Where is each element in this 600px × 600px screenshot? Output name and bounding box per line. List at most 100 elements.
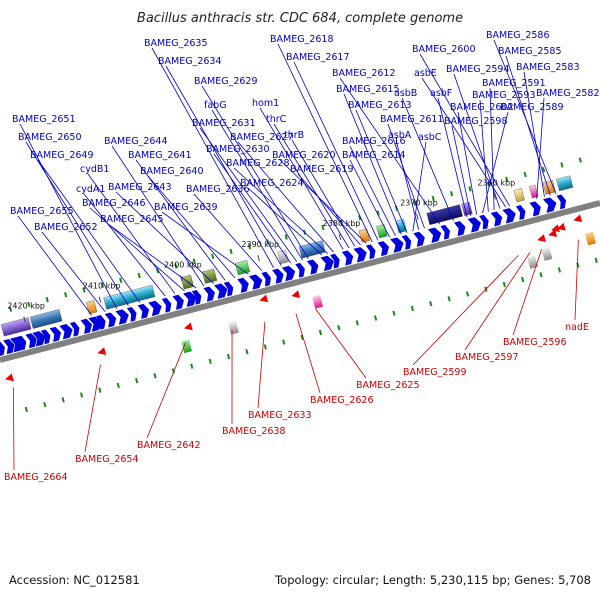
forward-gene-label[interactable]: BAMEG_2646 (82, 198, 146, 209)
forward-gene-label[interactable]: cydA1 (76, 184, 105, 195)
forward-gene-arrow[interactable] (353, 247, 367, 263)
forward-gene-label[interactable]: BAMEG_2634 (158, 56, 222, 67)
forward-gene-arrow[interactable] (88, 316, 102, 332)
forward-gene-arrow[interactable] (183, 291, 197, 308)
gene-feature-block[interactable] (513, 188, 525, 203)
forward-gene-arrow[interactable] (223, 281, 234, 297)
gene-feature-block[interactable] (312, 294, 323, 309)
forward-gene-label[interactable]: BAMEG_2628 (226, 158, 290, 169)
forward-gene-label[interactable]: BAMEG_2589 (500, 102, 564, 113)
reverse-gene-label[interactable]: BAMEG_2654 (75, 454, 139, 465)
forward-gene-arrow[interactable] (40, 329, 51, 345)
reverse-gene-label[interactable]: BAMEG_2626 (310, 395, 374, 406)
reverse-gene-arrow[interactable] (548, 229, 558, 237)
reverse-gene-arrow[interactable] (551, 224, 560, 233)
forward-gene-label[interactable]: thrC (266, 114, 287, 125)
gene-feature-block[interactable] (527, 255, 538, 269)
forward-gene-arrow[interactable] (467, 217, 481, 233)
forward-gene-arrow[interactable] (25, 333, 37, 349)
forward-gene-label[interactable]: BAMEG_2616 (342, 136, 406, 147)
forward-gene-arrow[interactable] (0, 341, 5, 356)
forward-gene-label[interactable]: BAMEG_2644 (104, 136, 168, 147)
forward-gene-label[interactable]: BAMEG_2594 (446, 64, 510, 75)
forward-gene-label[interactable]: BAMEG_2582 (536, 88, 600, 99)
forward-gene-arrow[interactable] (281, 265, 296, 282)
forward-gene-arrow[interactable] (16, 335, 27, 351)
forward-gene-arrow[interactable] (377, 241, 390, 257)
forward-gene-arrow[interactable] (365, 244, 376, 260)
forward-gene-label[interactable]: BAMEG_2591 (482, 78, 546, 89)
forward-gene-label[interactable]: BAMEG_2651 (12, 114, 76, 125)
reverse-gene-label[interactable]: BAMEG_2664 (4, 472, 68, 483)
forward-gene-arrow[interactable] (80, 318, 93, 334)
forward-gene-label[interactable]: BAMEG_2583 (516, 62, 580, 73)
forward-gene-label[interactable]: BAMEG_2598 (444, 116, 508, 127)
gene-feature-block[interactable] (0, 317, 32, 337)
gene-feature-block[interactable] (541, 247, 553, 261)
gene-feature-block[interactable] (358, 228, 370, 243)
reverse-gene-arrow[interactable] (573, 214, 583, 223)
reverse-gene-label[interactable]: BAMEG_2633 (248, 410, 312, 421)
forward-gene-arrow[interactable] (115, 309, 129, 325)
forward-gene-label[interactable]: BAMEG_2639 (154, 202, 218, 213)
forward-gene-arrow[interactable] (401, 235, 412, 250)
forward-gene-arrow[interactable] (490, 211, 503, 227)
forward-gene-arrow[interactable] (214, 283, 228, 299)
forward-gene-arrow[interactable] (502, 208, 516, 224)
forward-gene-arrow[interactable] (479, 214, 489, 230)
forward-gene-arrow[interactable] (427, 227, 442, 243)
forward-gene-arrow[interactable] (104, 312, 117, 328)
forward-gene-label[interactable]: BAMEG_2613 (348, 100, 412, 111)
forward-gene-label[interactable]: asbA (388, 130, 412, 141)
forward-gene-arrow[interactable] (203, 286, 215, 302)
forward-gene-arrow[interactable] (3, 339, 15, 355)
gene-feature-block[interactable] (585, 231, 596, 246)
forward-gene-label[interactable]: BAMEG_2593 (472, 90, 536, 101)
forward-gene-arrow[interactable] (127, 306, 137, 322)
forward-gene-arrow[interactable] (413, 231, 425, 247)
gene-feature-block[interactable] (277, 249, 289, 264)
forward-gene-label[interactable]: BAMEG_2627 (230, 132, 294, 143)
reverse-gene-label[interactable]: BAMEG_2599 (403, 367, 467, 378)
forward-gene-label[interactable]: BAMEG_2619 (290, 164, 354, 175)
forward-gene-arrow[interactable] (543, 197, 557, 213)
forward-gene-arrow[interactable] (237, 277, 249, 293)
gene-feature-block[interactable] (86, 300, 98, 315)
forward-gene-label[interactable]: BAMEG_2602 (450, 102, 514, 113)
gene-feature-block[interactable] (228, 321, 239, 335)
gene-feature-block[interactable] (181, 339, 193, 354)
gene-feature-block[interactable] (529, 184, 539, 199)
reverse-gene-arrow[interactable] (291, 290, 301, 299)
forward-gene-label[interactable]: BAMEG_2585 (498, 46, 562, 57)
forward-gene-label[interactable]: asbC (418, 132, 442, 143)
gene-feature-block[interactable] (376, 224, 388, 239)
forward-gene-arrow[interactable] (330, 253, 340, 269)
forward-gene-label[interactable]: asbE (414, 68, 437, 79)
forward-gene-label[interactable]: hom1 (252, 98, 279, 109)
gene-feature-block[interactable] (556, 175, 574, 192)
forward-gene-arrow[interactable] (96, 315, 106, 330)
gene-feature-block[interactable] (426, 204, 463, 225)
forward-gene-arrow[interactable] (515, 205, 526, 220)
forward-gene-label[interactable]: thrB (284, 130, 304, 141)
gene-feature-block[interactable] (202, 268, 218, 284)
reverse-gene-arrow[interactable] (556, 222, 566, 231)
forward-gene-label[interactable]: BAMEG_2645 (100, 214, 164, 225)
gene-feature-block[interactable] (235, 260, 251, 276)
reverse-gene-arrow[interactable] (97, 347, 107, 355)
forward-gene-arrow[interactable] (172, 294, 184, 310)
forward-gene-label[interactable]: BAMEG_2635 (144, 38, 208, 49)
forward-gene-label[interactable]: asbB (394, 88, 417, 99)
forward-gene-label[interactable]: fabG (204, 100, 227, 111)
forward-gene-label[interactable]: BAMEG_2629 (194, 76, 258, 87)
forward-gene-label[interactable]: BAMEG_2612 (332, 68, 396, 79)
forward-gene-label[interactable]: BAMEG_2641 (128, 150, 192, 161)
forward-gene-arrow[interactable] (320, 255, 334, 272)
forward-gene-label[interactable]: BAMEG_2615 (336, 84, 400, 95)
forward-gene-label[interactable]: BAMEG_2618 (270, 34, 334, 45)
forward-gene-arrow[interactable] (59, 324, 73, 340)
forward-gene-label[interactable]: BAMEG_2620 (272, 150, 336, 161)
reverse-gene-arrow[interactable] (183, 322, 193, 331)
forward-gene-arrow[interactable] (306, 259, 319, 275)
reverse-gene-arrow[interactable] (5, 373, 14, 382)
